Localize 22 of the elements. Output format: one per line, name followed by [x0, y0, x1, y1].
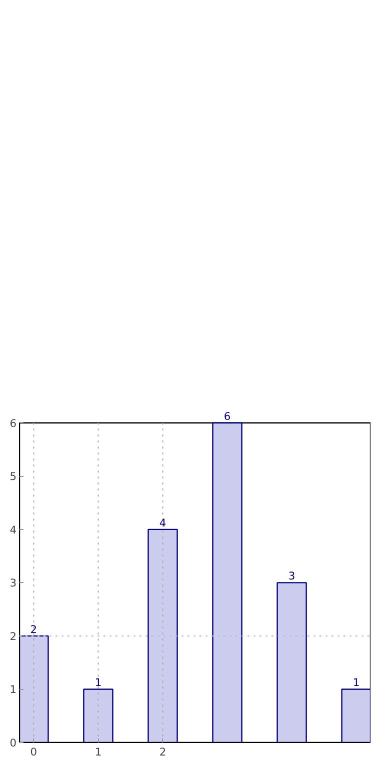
- data-label: 1: [94, 676, 102, 690]
- bar: [20, 635, 49, 742]
- x-tick-label: 0: [30, 746, 38, 758]
- y-tick-label: 5: [10, 470, 16, 484]
- data-label: 6: [224, 410, 231, 423]
- bar: [83, 688, 114, 742]
- bar: [276, 582, 307, 742]
- y-tick-label: 0: [10, 736, 17, 750]
- y-tick-label: 2: [10, 630, 16, 643]
- x-tick-label: 1: [94, 746, 102, 758]
- bar: [148, 528, 178, 742]
- x-tick-label: 2: [159, 746, 166, 758]
- bar: [341, 688, 370, 742]
- y-tick-label: 1: [10, 683, 16, 696]
- y-tick-label: 3: [10, 576, 16, 590]
- y-tick-label: 4: [10, 523, 17, 536]
- y-tick-label: 6: [10, 416, 17, 430]
- data-label: 4: [159, 516, 166, 530]
- bar: [212, 422, 242, 742]
- data-label: 2: [30, 622, 38, 636]
- data-label: 1: [352, 676, 360, 690]
- data-label: 3: [288, 570, 296, 583]
